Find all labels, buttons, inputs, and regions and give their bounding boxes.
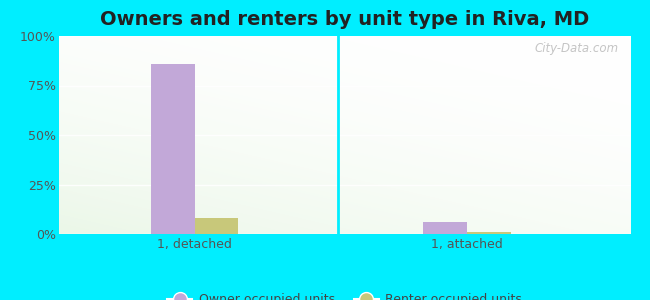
- Title: Owners and renters by unit type in Riva, MD: Owners and renters by unit type in Riva,…: [100, 10, 589, 29]
- Bar: [424, 222, 467, 234]
- Bar: [467, 232, 511, 234]
- Bar: [195, 218, 239, 234]
- Text: City-Data.com: City-Data.com: [535, 42, 619, 55]
- Bar: [151, 64, 195, 234]
- Legend: Owner occupied units, Renter occupied units: Owner occupied units, Renter occupied un…: [162, 288, 526, 300]
